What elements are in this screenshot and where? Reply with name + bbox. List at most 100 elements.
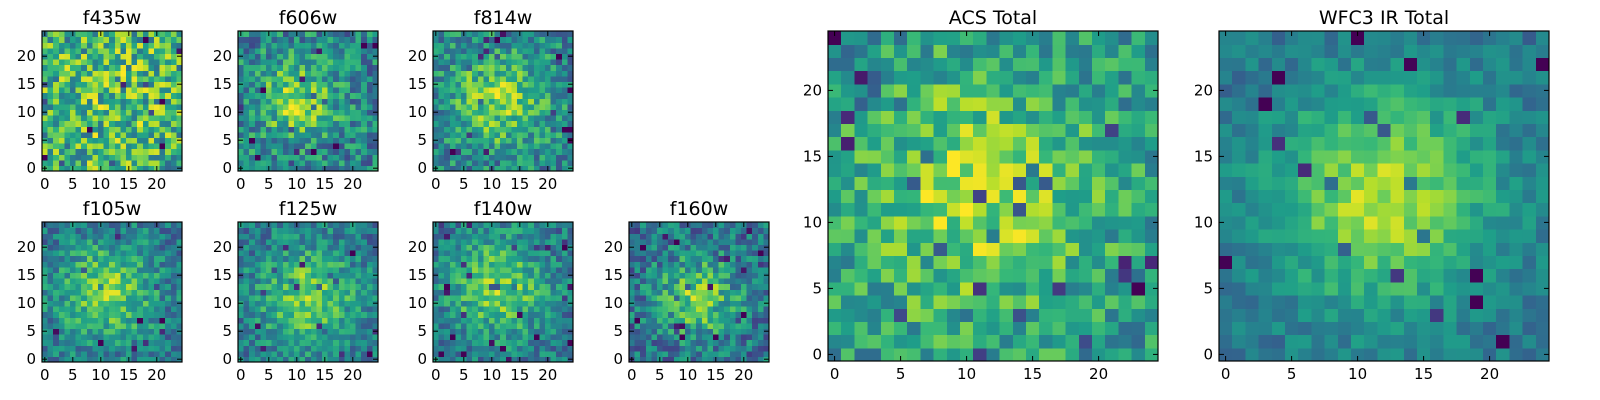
heatmap-cell — [103, 36, 110, 43]
heatmap-cell — [288, 137, 295, 144]
heatmap-cell — [361, 272, 368, 279]
heatmap-cell — [746, 283, 753, 290]
heatmap-cell — [350, 148, 357, 155]
heatmap-cell — [685, 322, 692, 329]
heatmap-cell — [757, 238, 764, 245]
heatmap-cell — [64, 143, 71, 150]
heatmap-cell — [1131, 229, 1146, 243]
heatmap-cell — [148, 283, 155, 290]
heatmap-cell — [305, 272, 312, 279]
heatmap-cell — [260, 53, 267, 60]
heatmap-cell — [438, 75, 445, 82]
heatmap-cell — [277, 222, 284, 229]
heatmap-cell — [735, 266, 742, 273]
heatmap-cell — [960, 281, 974, 296]
heatmap-cell — [668, 339, 675, 346]
heatmap-cell — [277, 131, 284, 138]
heatmap-cell — [477, 98, 484, 105]
heatmap-cell — [42, 311, 49, 318]
heatmap-cell — [550, 126, 557, 133]
heatmap-cell — [696, 250, 703, 257]
heatmap-cell — [142, 255, 149, 262]
heatmap-cell — [539, 31, 546, 38]
heatmap-cell — [126, 148, 133, 155]
heatmap-cell — [344, 328, 351, 335]
heatmap-cell — [533, 244, 540, 251]
heatmap-cell — [148, 87, 155, 94]
heatmap-cell — [1118, 242, 1133, 256]
heatmap-cell — [126, 294, 133, 301]
heatmap-cell — [539, 87, 546, 94]
heatmap-cell — [148, 289, 155, 296]
heatmap-cell — [327, 53, 334, 60]
heatmap-cell — [98, 261, 105, 268]
heatmap-cell — [735, 255, 742, 262]
heatmap-cell — [973, 255, 987, 270]
heatmap-cell — [1052, 268, 1067, 283]
heatmap-cell — [366, 70, 373, 77]
heatmap-cell — [305, 159, 312, 166]
heatmap-cell — [294, 109, 301, 116]
heatmap-cell — [517, 311, 524, 318]
heatmap-cell — [114, 334, 121, 341]
heatmap-cell — [327, 328, 334, 335]
heatmap-cell — [114, 345, 121, 352]
heatmap-cell — [483, 222, 490, 229]
heatmap-cell — [461, 159, 468, 166]
heatmap-cell — [550, 131, 557, 138]
heatmap-cell — [75, 131, 82, 138]
heatmap-cell — [561, 75, 568, 82]
heatmap-cell — [466, 126, 473, 133]
heatmap-cell — [70, 87, 77, 94]
heatmap-cell — [494, 278, 501, 285]
heatmap-cell — [657, 278, 664, 285]
heatmap-cell — [81, 334, 88, 341]
heatmap-cell — [472, 42, 479, 49]
heatmap-cell — [466, 255, 473, 262]
heatmap-cell — [1105, 215, 1119, 230]
heatmap-cell — [260, 103, 267, 110]
heatmap-cell — [271, 250, 278, 257]
heatmap-cell — [550, 356, 557, 363]
heatmap-cell — [500, 148, 507, 155]
heatmap-cell — [645, 233, 652, 240]
heatmap-cell — [372, 222, 379, 229]
heatmap-cell — [305, 154, 312, 161]
heatmap-cell — [322, 70, 329, 77]
heatmap-cell — [47, 81, 54, 88]
heatmap-cell — [131, 345, 138, 352]
heatmap-cell — [109, 322, 116, 329]
heatmap-cell — [327, 81, 334, 88]
heatmap-cell — [763, 222, 770, 229]
heatmap-cell — [103, 300, 110, 307]
heatmap-cell — [70, 64, 77, 71]
heatmap-cell — [58, 283, 65, 290]
heatmap-cell — [361, 306, 368, 313]
heatmap-cell — [299, 317, 306, 324]
heatmap-cell — [282, 283, 289, 290]
heatmap-cell — [483, 81, 490, 88]
heatmap-cell — [322, 87, 329, 94]
heatmap-cell — [999, 308, 1014, 322]
heatmap-cell — [249, 154, 256, 161]
heatmap-cell — [92, 70, 99, 77]
heatmap-cell — [282, 120, 289, 127]
heatmap-cell — [372, 70, 379, 77]
heatmap-cell — [294, 154, 301, 161]
heatmap-cell — [64, 250, 71, 257]
heatmap-cell — [294, 250, 301, 257]
heatmap-cell — [489, 255, 496, 262]
heatmap-cell — [355, 350, 362, 357]
heatmap-cell — [47, 92, 54, 99]
heatmap-cell — [561, 31, 568, 38]
heatmap-cell — [729, 222, 736, 229]
heatmap-cell — [355, 87, 362, 94]
heatmap-cell — [98, 345, 105, 352]
heatmap-cell — [511, 131, 518, 138]
heatmap-cell — [350, 92, 357, 99]
heatmap-cell — [500, 300, 507, 307]
heatmap-cell — [254, 47, 261, 54]
heatmap-cell — [500, 64, 507, 71]
heatmap-cell — [500, 143, 507, 150]
heatmap-cell — [444, 159, 451, 166]
